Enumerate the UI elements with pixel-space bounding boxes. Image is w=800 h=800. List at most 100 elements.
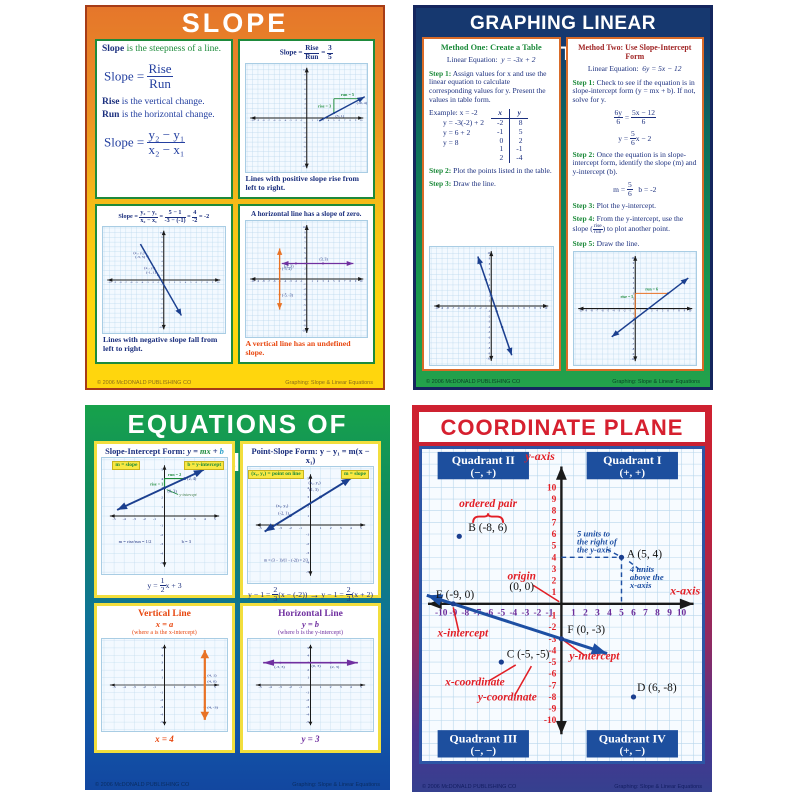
- svg-text:5: 5: [619, 608, 624, 618]
- svg-text:5: 5: [518, 307, 520, 310]
- svg-text:-2: -2: [533, 608, 541, 618]
- negative-slope-panel: Slope = y₂ − y₁ x₂ − x₁ = 5 − 1 -3 − (-1) …: [95, 204, 233, 364]
- svg-text:-3: -3: [160, 542, 163, 546]
- svg-text:9: 9: [354, 280, 356, 283]
- svg-text:-5: -5: [606, 310, 609, 313]
- svg-text:-6: -6: [160, 307, 163, 310]
- horizontal-line-heading: Horizontal Line y = b (where b is the y-…: [278, 609, 343, 636]
- svg-text:-7: -7: [631, 343, 634, 346]
- m1-example: Example: x = -2 y = -3(-2) + 2 y = 6 + 2…: [429, 108, 554, 164]
- poster-graphing-linear-equations: GRAPHING LINEAR EQUATIONS Method One: Cr…: [413, 5, 713, 390]
- svg-text:7: 7: [643, 608, 648, 618]
- svg-text:-2: -2: [160, 698, 164, 701]
- svg-text:7: 7: [201, 281, 203, 284]
- svg-text:-4: -4: [612, 310, 615, 313]
- svg-text:y-coordinate: y-coordinate: [476, 692, 537, 704]
- svg-text:-6: -6: [273, 280, 276, 283]
- svg-text:1: 1: [571, 608, 576, 618]
- svg-text:-4: -4: [468, 307, 471, 310]
- svg-text:2: 2: [161, 496, 163, 500]
- svg-text:Quadrant II: Quadrant II: [452, 453, 515, 467]
- svg-text:(x₂, y₂): (x₂, y₂): [308, 480, 321, 486]
- rise-definition: Rise is the vertical change.: [102, 97, 205, 108]
- svg-text:-5: -5: [278, 119, 281, 122]
- svg-text:-10: -10: [108, 281, 112, 284]
- arrow-icon: →: [309, 589, 320, 601]
- svg-text:-3: -3: [133, 685, 137, 688]
- svg-text:6: 6: [489, 273, 491, 276]
- coordinate-plane-graph: Quadrant II(−, +) Quadrant I(+, +) Quadran…: [422, 449, 702, 761]
- svg-text:(+, −): (+, −): [620, 745, 646, 757]
- series-title: Graphing: Slope & Linear Equations: [612, 379, 700, 385]
- svg-text:-2: -2: [160, 288, 163, 291]
- svg-text:-8: -8: [590, 310, 593, 313]
- run-definition: Run is the horizontal change.: [102, 109, 215, 120]
- svg-text:1: 1: [552, 587, 557, 597]
- svg-text:7: 7: [304, 83, 306, 86]
- svg-text:2: 2: [316, 280, 318, 283]
- svg-text:-5: -5: [306, 720, 310, 723]
- svg-text:(0, 3): (0, 3): [168, 489, 178, 495]
- svg-text:7: 7: [632, 272, 634, 275]
- svg-text:4: 4: [632, 287, 634, 290]
- svg-text:5: 5: [333, 119, 335, 122]
- m2-step3: Step 3: Plot the y-intercept.: [572, 200, 657, 210]
- b-yintercept-callout: b = y-intercept: [184, 460, 225, 471]
- svg-text:-10: -10: [435, 307, 439, 310]
- svg-text:9: 9: [304, 231, 306, 234]
- svg-text:-10: -10: [250, 119, 254, 122]
- svg-text:(x₂, y₂): (x₂, y₂): [133, 251, 145, 256]
- svg-text:-3: -3: [160, 293, 163, 296]
- svg-text:origin: origin: [507, 571, 536, 583]
- svg-text:-4: -4: [303, 299, 306, 302]
- svg-text:-2: -2: [294, 280, 297, 283]
- svg-text:-6: -6: [130, 281, 133, 284]
- svg-text:-1: -1: [299, 685, 303, 688]
- svg-text:-9: -9: [303, 160, 306, 163]
- svg-text:10: 10: [631, 257, 634, 260]
- svg-text:9: 9: [683, 310, 685, 313]
- svg-text:4 units: 4 units: [629, 564, 655, 574]
- svg-text:-1: -1: [631, 312, 634, 315]
- svg-text:-5: -5: [135, 281, 138, 284]
- svg-text:-7: -7: [595, 310, 598, 313]
- svg-text:-2: -2: [303, 288, 306, 291]
- svg-text:4: 4: [512, 307, 514, 310]
- svg-text:x-intercept: x-intercept: [437, 628, 490, 640]
- svg-text:8: 8: [678, 310, 680, 313]
- svg-text:-4: -4: [123, 517, 126, 521]
- svg-text:(-2, 1): (-2, 1): [278, 510, 289, 516]
- copyright-text: © 2006 McDONALD PUBLISHING CO: [426, 379, 521, 385]
- svg-text:7: 7: [529, 307, 531, 310]
- svg-text:3: 3: [194, 517, 196, 521]
- method-two-graph: -10-10-9-9-8-8-7-7-6-6-5-5-4-4-3-3-2-2-1…: [572, 250, 697, 366]
- svg-text:3: 3: [322, 280, 324, 283]
- svg-text:-7: -7: [488, 342, 491, 345]
- svg-text:-2: -2: [143, 685, 147, 688]
- svg-text:D (6, -8): D (6, -8): [637, 682, 677, 694]
- svg-text:7: 7: [489, 268, 491, 271]
- svg-text:-5: -5: [303, 141, 306, 144]
- svg-text:-2: -2: [289, 526, 292, 530]
- svg-text:-3: -3: [133, 517, 136, 521]
- method-one-graph: -10-10-9-9-8-8-7-7-6-6-5-5-4-4-3-3-2-2-1…: [429, 246, 554, 366]
- svg-text:2: 2: [161, 269, 163, 272]
- svg-text:-5: -5: [303, 304, 306, 307]
- svg-text:10: 10: [359, 119, 363, 122]
- svg-text:9: 9: [161, 236, 163, 239]
- svg-text:(−, +): (−, +): [471, 467, 497, 479]
- svg-text:5: 5: [304, 93, 306, 96]
- negative-slope-graph: -10-10-9-9-8-8-7-7-6-6-5-5-4-4-3-3-2-2-1…: [102, 226, 226, 334]
- svg-text:8: 8: [552, 506, 557, 516]
- poster-credits: © 2006 McDONALD PUBLISHING CO Graphing: S…: [87, 380, 383, 386]
- m-slope-callout: m = slope: [112, 460, 141, 471]
- svg-text:-1: -1: [549, 611, 557, 621]
- svg-text:3: 3: [304, 103, 306, 106]
- svg-text:-7: -7: [452, 307, 455, 310]
- svg-text:(3, 3): (3, 3): [319, 257, 328, 262]
- poster-credits: © 2006 McDONALD PUBLISHING CO Graphing: S…: [416, 379, 710, 385]
- svg-text:1: 1: [174, 517, 176, 521]
- svg-text:-1: -1: [488, 310, 491, 313]
